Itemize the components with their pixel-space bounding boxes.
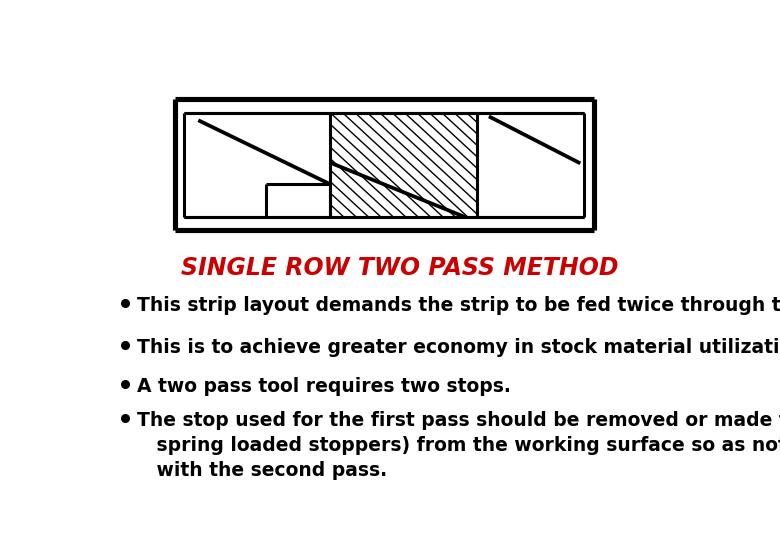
Text: This is to achieve greater economy in stock material utilization.: This is to achieve greater economy in st… — [137, 338, 780, 357]
Text: SINGLE ROW TWO PASS METHOD: SINGLE ROW TWO PASS METHOD — [181, 256, 619, 280]
Text: A two pass tool requires two stops.: A two pass tool requires two stops. — [137, 377, 511, 396]
Text: This strip layout demands the strip to be fed twice through the tool.: This strip layout demands the strip to b… — [137, 296, 780, 315]
Text: The stop used for the first pass should be removed or made to retract
   spring : The stop used for the first pass should … — [137, 411, 780, 480]
